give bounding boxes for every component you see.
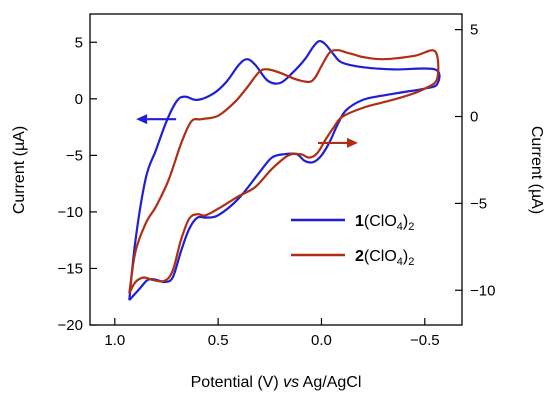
- series-line-1: [128, 39, 441, 301]
- y-right-tick-label: −10: [470, 282, 495, 299]
- plot-frame: [89, 13, 463, 326]
- y-right-axis-title: Current (µA): [528, 126, 545, 214]
- legend-label-series-2-rest: (ClO: [364, 248, 397, 265]
- legend-label-series-2-sub2: 2: [408, 256, 414, 268]
- series-line-2: [128, 49, 440, 294]
- legend: 1(ClO4)2 2(ClO4)2: [291, 213, 414, 268]
- y-left-tick-label: −5: [66, 147, 83, 164]
- legend-label-series-1-sub1: 4: [397, 221, 403, 233]
- x-tick-label: −0.5: [410, 332, 440, 349]
- axis-pointer-arrowhead-2: [347, 137, 358, 148]
- y-right-tick-label: 0: [470, 109, 478, 126]
- y-right-tick-label: −5: [470, 195, 487, 212]
- y-left-tick-label: −10: [58, 204, 83, 221]
- x-tick-label: 0.5: [208, 332, 229, 349]
- y-left-tick-label: 0: [75, 91, 83, 108]
- x-tick-label: 0.0: [311, 332, 332, 349]
- legend-label-series-2: 2(ClO4)2: [355, 248, 414, 268]
- y-left-tick-label: −15: [58, 260, 83, 277]
- legend-label-series-1-close: ): [403, 213, 408, 230]
- y-right-tick-label: 5: [470, 22, 478, 39]
- legend-label-series-1-rest: (ClO: [364, 213, 397, 230]
- legend-label-series-1-sub2: 2: [408, 221, 414, 233]
- y-left-axis-title: Current (µA): [11, 126, 28, 214]
- x-tick-label: 1.0: [104, 332, 125, 349]
- annotation-layer: [136, 114, 358, 148]
- series-layer: [128, 39, 441, 301]
- legend-label-series-2-bold: 2: [355, 248, 364, 265]
- legend-label-series-1: 1(ClO4)2: [355, 213, 414, 233]
- x-axis-title-part-1: Potential (V): [191, 374, 283, 391]
- y-left-tick-label: −20: [58, 317, 83, 334]
- legend-label-series-2-sub1: 4: [397, 256, 403, 268]
- axis-pointer-arrowhead-1: [136, 114, 148, 125]
- y-left-ticks: 5 0 −5 −10 −15 −20: [58, 34, 97, 334]
- y-right-ticks: 5 0 −5 −10: [455, 22, 495, 299]
- y-left-tick-label: 5: [75, 34, 83, 51]
- legend-label-series-1-bold: 1: [355, 213, 364, 230]
- x-ticks: 1.0 0.5 0.0 −0.5: [104, 318, 440, 349]
- x-axis-title-part-2: vs: [283, 374, 299, 391]
- legend-label-series-2-close: ): [403, 248, 408, 265]
- x-axis-title-part-3: Ag/AgCl: [299, 374, 361, 391]
- x-axis-title: Potential (V) vs Ag/AgCl: [191, 374, 362, 391]
